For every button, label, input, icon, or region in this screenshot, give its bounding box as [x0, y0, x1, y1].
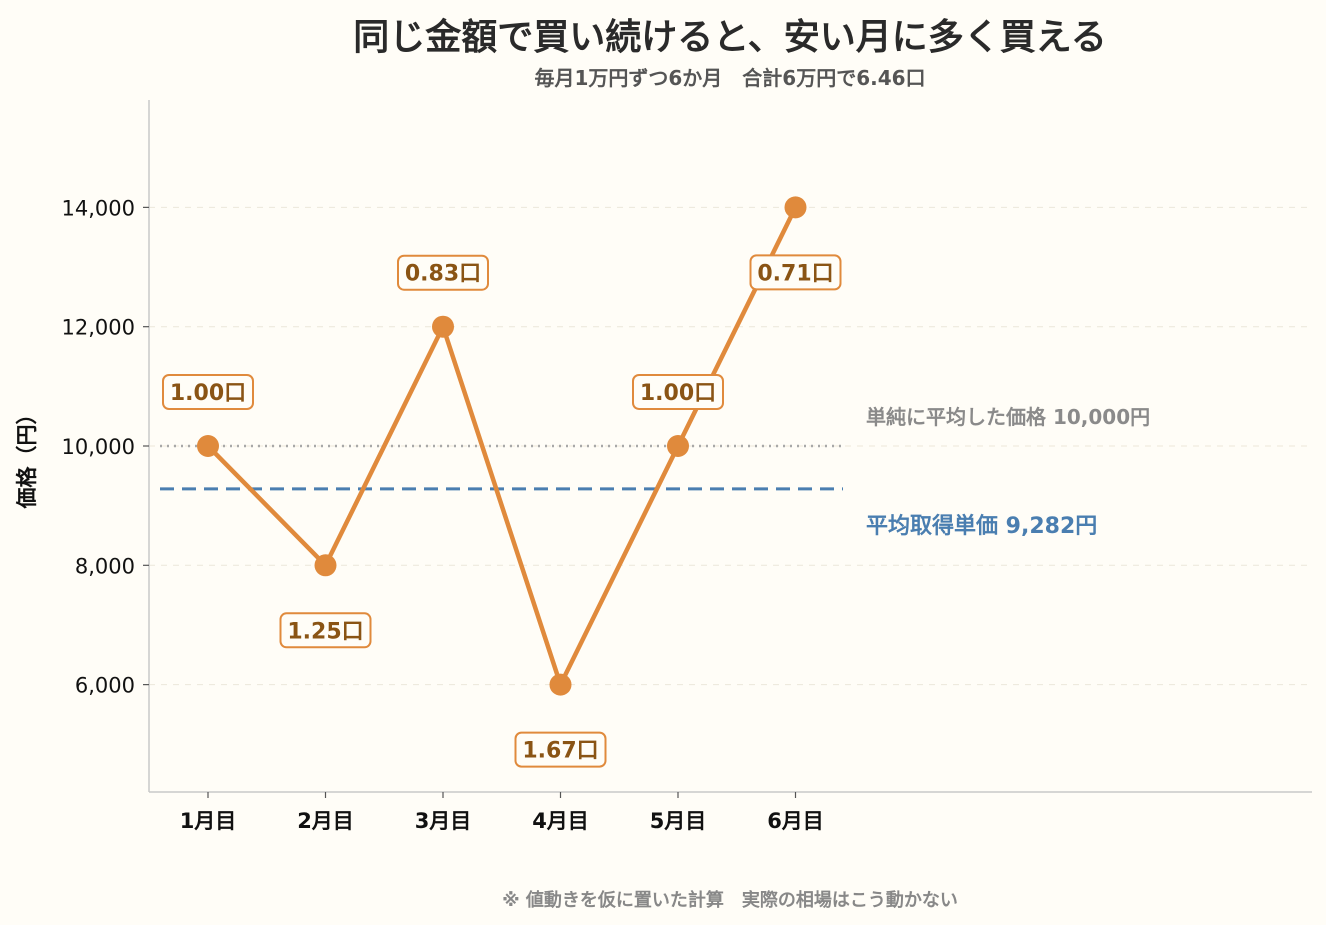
- unit-labels: 1.00口 1.25口 0.83口 1.67口 1.00口 0.71口: [162, 254, 842, 768]
- unit-label-text: 0.71口: [757, 261, 833, 286]
- data-point: [549, 673, 572, 696]
- x-tick-label: 3月目: [415, 809, 472, 833]
- unit-label-text: 0.83口: [405, 262, 481, 287]
- y-tick-label: 8,000: [75, 554, 135, 578]
- x-tick-label: 1月目: [180, 809, 237, 833]
- x-ticks: 1月目 2月目 3月目 4月目 5月目 6月目: [180, 792, 824, 833]
- unit-label-text: 1.67口: [522, 739, 598, 764]
- chart-note: ※ 値動きを仮に置いた計算 実際の相場はこう動かない: [502, 890, 958, 911]
- unit-label-box: [397, 254, 489, 291]
- x-tick-label: 4月目: [532, 809, 589, 833]
- unit-label-box: [632, 374, 724, 410]
- data-point: [432, 315, 454, 338]
- data-point: [784, 196, 807, 219]
- unit-label-box: [514, 731, 607, 768]
- unit-label-box: [749, 254, 842, 291]
- y-tick-label: 12,000: [62, 316, 135, 340]
- unit-label-box: [279, 612, 372, 649]
- average-cost-label: 平均取得単価 9,282円: [866, 513, 1097, 539]
- simple-average-label: 単純に平均した価格 10,000円: [866, 405, 1150, 429]
- data-point: [197, 435, 219, 457]
- y-tick-label: 10,000: [62, 435, 135, 459]
- data-point: [314, 554, 337, 577]
- x-tick-label: 2月目: [297, 809, 354, 833]
- data-point: [667, 435, 689, 457]
- unit-label-text: 1.00口: [170, 381, 246, 406]
- x-tick-label: 6月目: [767, 809, 824, 833]
- chart-title: 同じ金額で買い続けると、安い月に多く買える: [353, 17, 1107, 58]
- chart-subtitle: 毎月1万円ずつ6か月 合計6万円で6.46口: [534, 66, 926, 90]
- y-tick-label: 14,000: [62, 196, 135, 220]
- unit-label-text: 1.25口: [287, 619, 363, 644]
- y-tick-label: 6,000: [75, 674, 135, 698]
- y-ticks: 6,000 8,000 10,000 12,000 14,000: [62, 196, 149, 698]
- y-axis-label: 価格（円）: [15, 404, 39, 510]
- unit-label-text: 1.00口: [640, 381, 716, 406]
- x-tick-label: 5月目: [650, 809, 707, 833]
- grid-lines: [149, 206, 1312, 686]
- unit-label-box: [162, 374, 254, 410]
